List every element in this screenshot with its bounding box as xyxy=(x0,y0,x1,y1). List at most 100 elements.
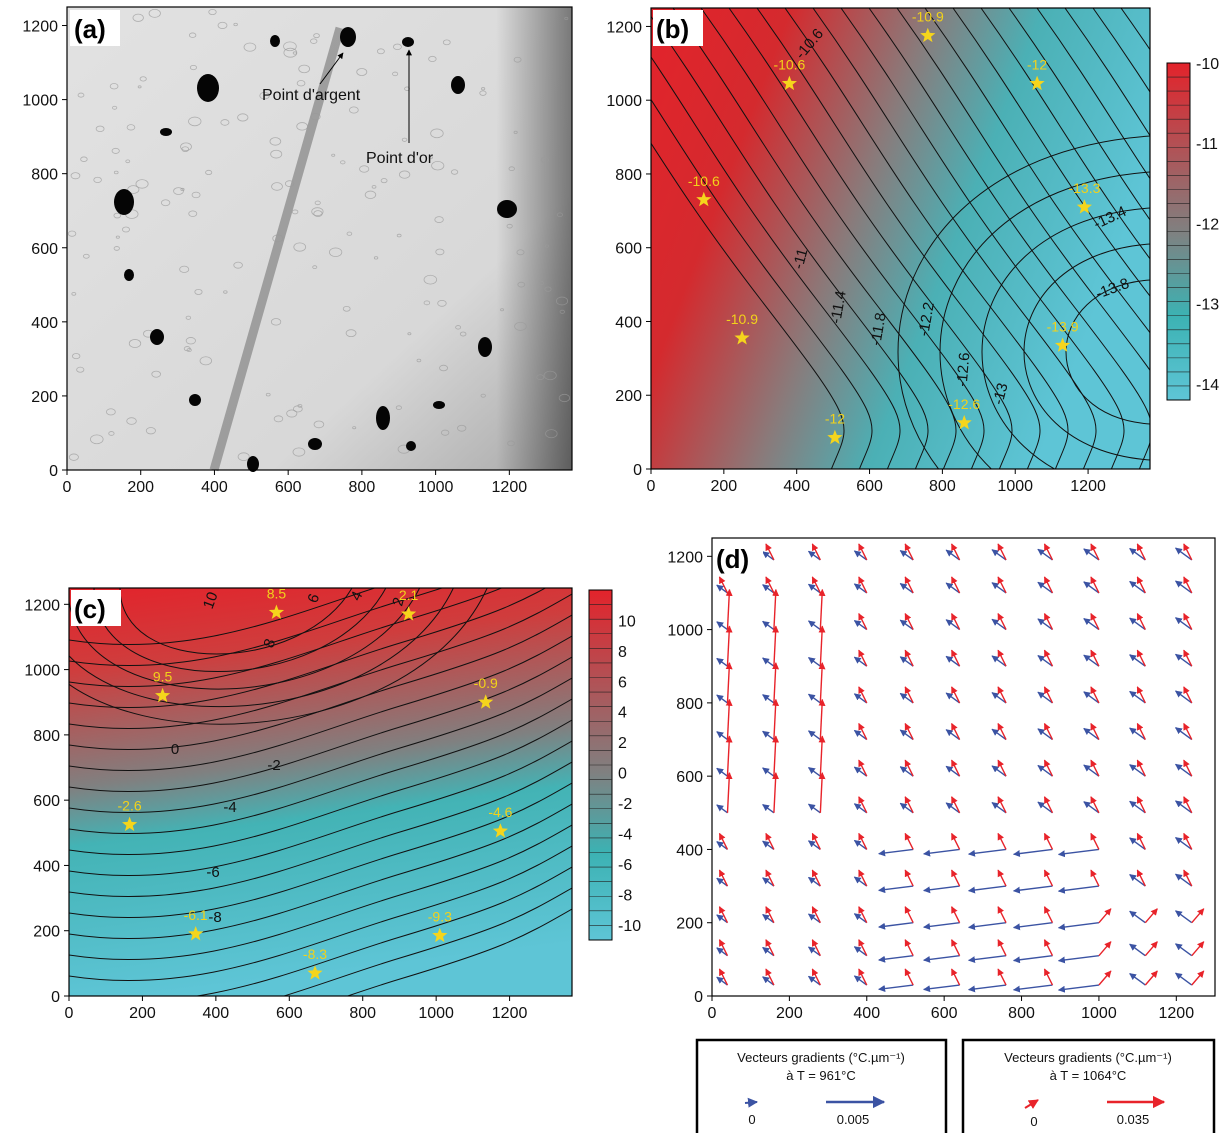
micrograph-particle xyxy=(247,456,259,472)
micrograph-grain xyxy=(437,299,447,307)
panel-b-contour-line xyxy=(868,8,1150,469)
panel-d-vector-1064 xyxy=(951,543,961,561)
panel-d-vector-961 xyxy=(1129,910,1146,924)
micrograph-grain xyxy=(296,80,306,87)
panel-c-colorbar-tick: -6 xyxy=(618,857,632,874)
panel-d-xtick-label: 1000 xyxy=(1081,1005,1117,1022)
micrograph-grain xyxy=(292,447,306,457)
panel-d-vector-1064 xyxy=(997,869,1007,887)
panel-d-vector-1064 xyxy=(765,543,775,561)
panel-d-vector-1064 xyxy=(1043,759,1054,777)
panel-d-vector-961 xyxy=(878,955,914,963)
panel-b-colorbar-tick: -13 xyxy=(1196,297,1219,314)
legend-1064-box xyxy=(961,1038,1216,1133)
panel-c-star xyxy=(188,926,204,941)
micrograph-grain xyxy=(83,253,90,259)
panel-b-xtick-label: 600 xyxy=(856,478,883,495)
panel-d-vector-1064 xyxy=(904,612,914,630)
micrograph-grain xyxy=(516,249,525,256)
panel-d-xtick-label: 800 xyxy=(1008,1005,1035,1022)
panel-d-vector-961 xyxy=(968,984,1007,993)
panel-d-vector-1064 xyxy=(904,832,914,850)
panel-d-frame xyxy=(711,537,1216,997)
panel-d-xtick-label: 400 xyxy=(853,1005,880,1022)
micrograph-grain xyxy=(434,216,444,223)
panel-d-vector-1064 xyxy=(997,796,1007,814)
panel-c-colorbar-tick: 2 xyxy=(618,735,627,752)
panel-d-vector-1064 xyxy=(818,662,826,703)
panel-a-ytick-label: 1200 xyxy=(22,19,58,36)
panel-c-contour-line xyxy=(69,677,572,814)
panel-c-star xyxy=(122,816,138,832)
annotation-gold-point: Point d'or xyxy=(366,150,434,167)
micrograph-grain xyxy=(401,137,408,142)
panel-d-vector-1064 xyxy=(997,832,1007,850)
panel-d-vector-961 xyxy=(1057,984,1100,993)
micrograph-grain xyxy=(259,91,270,100)
micrograph-grain xyxy=(513,130,518,134)
panel-d-vector-961 xyxy=(762,803,775,814)
panel-d-vector-1064 xyxy=(1043,832,1054,850)
panel-d-vector-961 xyxy=(1057,922,1100,931)
panel-c-contour-line xyxy=(282,887,572,996)
panel-d-vector-961 xyxy=(807,913,821,924)
panel-c-contour-line xyxy=(346,908,572,996)
panel-c-ytick-label: 200 xyxy=(33,924,60,941)
micrograph-grain xyxy=(313,210,323,217)
micrograph-grain xyxy=(441,429,450,436)
panel-d-vector-1064 xyxy=(904,543,914,561)
panel-d-vector-961 xyxy=(1083,727,1100,741)
panel-a-xtick-label: 1000 xyxy=(418,479,454,496)
micrograph-grain xyxy=(450,169,459,175)
micrograph-texture xyxy=(67,8,571,462)
panel-d-vector-1064 xyxy=(1183,796,1193,814)
panel-c-contour-line xyxy=(69,824,572,961)
panel-d-vector-961 xyxy=(762,584,775,594)
panel-d-vector-1064 xyxy=(858,722,868,740)
panel-b-contours xyxy=(651,8,1150,469)
panel-d-vector-1064 xyxy=(765,832,775,850)
panel-d-vector-961 xyxy=(716,804,728,814)
micrograph-grain xyxy=(126,124,136,131)
panel-c-star xyxy=(492,823,508,838)
micrograph-grain xyxy=(90,434,104,445)
panel-d-vector-961 xyxy=(853,946,868,957)
panel-d-vector-1064 xyxy=(904,869,914,887)
micrograph-grain xyxy=(297,404,303,408)
panel-d-vector-961 xyxy=(1174,800,1193,814)
panel-a-label-box xyxy=(70,10,120,46)
panel-b-xtick-label: 200 xyxy=(710,478,737,495)
panel-d-vector-1064 xyxy=(1043,869,1054,887)
panel-c-frame xyxy=(68,587,573,997)
panel-d-vector-1064 xyxy=(1098,970,1112,986)
panel-d-vector-961 xyxy=(1057,885,1100,894)
panel-c-contour-line xyxy=(69,782,572,919)
micrograph-grain xyxy=(286,409,298,418)
panel-b-ytick-label: 800 xyxy=(615,167,642,184)
panel-c-points: 9.5 8.5 2.1 -0.9 -2.6 -4.6 -6.1 -8.3 -9.3 xyxy=(118,585,513,980)
micrograph-grain xyxy=(145,427,156,435)
panel-d-vector-1064 xyxy=(1043,576,1054,594)
panel-d-vector-1064 xyxy=(1183,759,1193,777)
panel-d-vector-961 xyxy=(991,728,1007,741)
panel-d-vector-1064 xyxy=(818,772,826,813)
micrograph-grain xyxy=(180,187,185,192)
panel-b-star xyxy=(1076,199,1092,214)
panel-d-vector-961 xyxy=(968,848,1007,857)
panel-d-vector-961 xyxy=(762,657,775,667)
panel-d-vector-1064 xyxy=(858,832,868,850)
panel-a-ytick-label: 1000 xyxy=(22,93,58,110)
panel-c-contour-line xyxy=(69,588,454,708)
micrograph-grain xyxy=(148,8,161,18)
micrograph-grain xyxy=(395,405,402,410)
micrograph-grain xyxy=(431,160,445,171)
panel-d-vector-1064 xyxy=(1144,941,1158,957)
micrograph-grain xyxy=(188,116,202,127)
panel-b-xtick-label: 0 xyxy=(647,478,656,495)
panel-c-contour-label: -4 xyxy=(223,799,236,816)
micrograph-grain xyxy=(237,452,250,462)
panel-d-vector-961 xyxy=(1174,943,1193,957)
panel-d-vector-1064 xyxy=(951,759,961,777)
panel-d-vector-961 xyxy=(1174,617,1193,631)
